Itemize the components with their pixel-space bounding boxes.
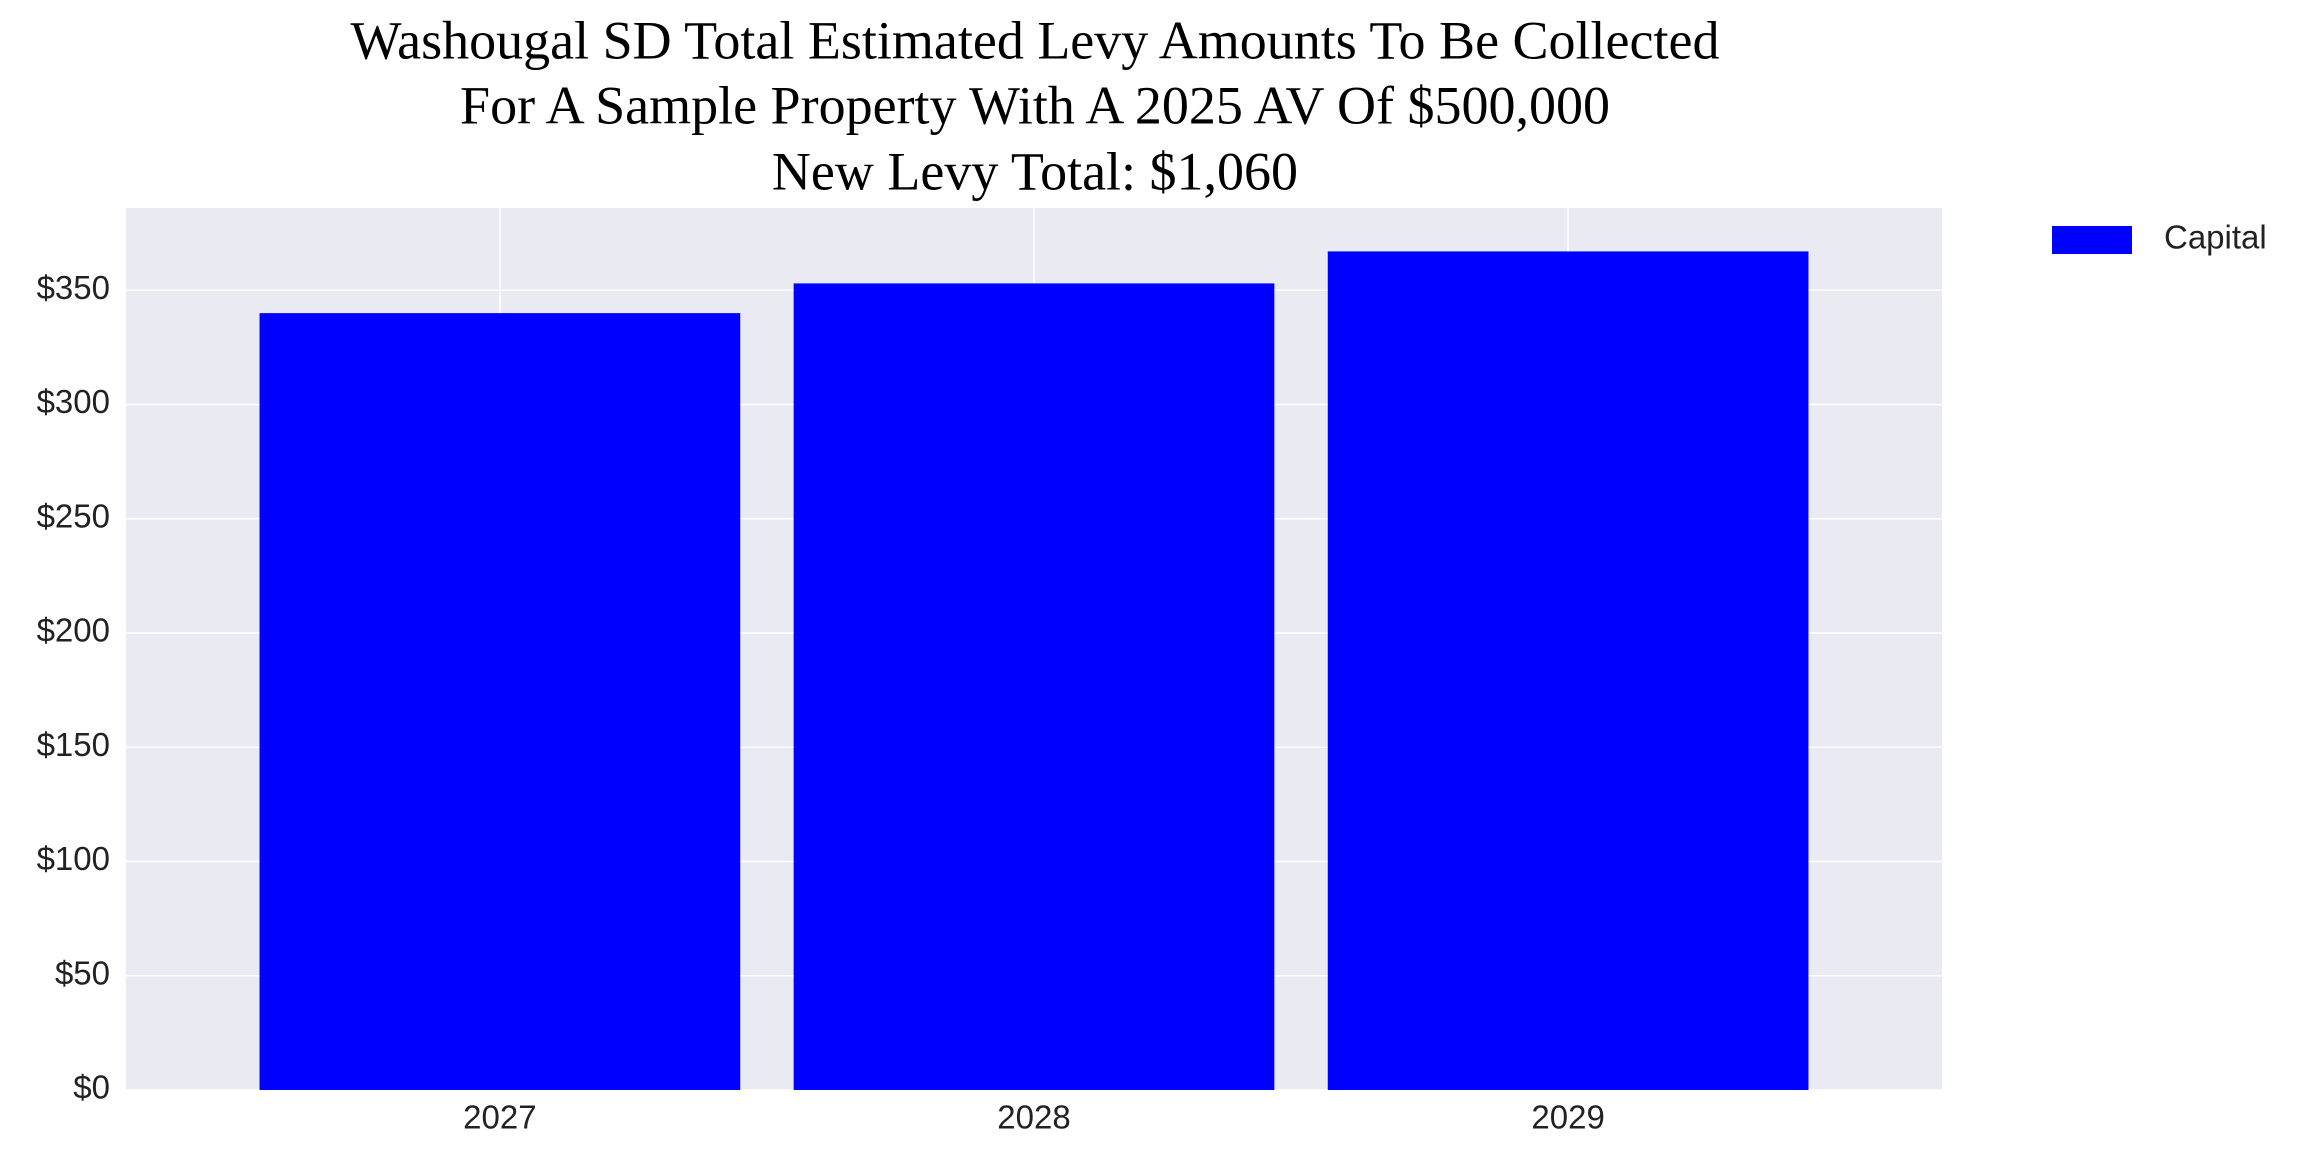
y-tick-label: $0 xyxy=(73,1069,110,1106)
y-tick-label: $50 xyxy=(55,954,110,991)
y-tick-label: $100 xyxy=(37,840,110,877)
y-tick-label: $250 xyxy=(37,497,110,534)
chart-title: New Levy Total: $1,060 xyxy=(772,141,1298,201)
x-tick-label: 2028 xyxy=(997,1099,1070,1136)
y-tick-label: $350 xyxy=(37,269,110,306)
chart-title: For A Sample Property With A 2025 AV Of … xyxy=(460,75,1610,135)
y-tick-label: $200 xyxy=(37,612,110,649)
x-tick-label: 2027 xyxy=(463,1099,536,1136)
y-tick-label: $150 xyxy=(37,726,110,763)
y-tick-label: $300 xyxy=(37,383,110,420)
legend-swatch xyxy=(2052,226,2132,254)
bar xyxy=(793,283,1275,1090)
x-tick-label: 2029 xyxy=(1531,1099,1604,1136)
chart-title: Washougal SD Total Estimated Levy Amount… xyxy=(351,10,1720,70)
legend-label: Capital xyxy=(2164,219,2267,256)
bar xyxy=(259,313,741,1091)
bar xyxy=(1327,251,1809,1091)
